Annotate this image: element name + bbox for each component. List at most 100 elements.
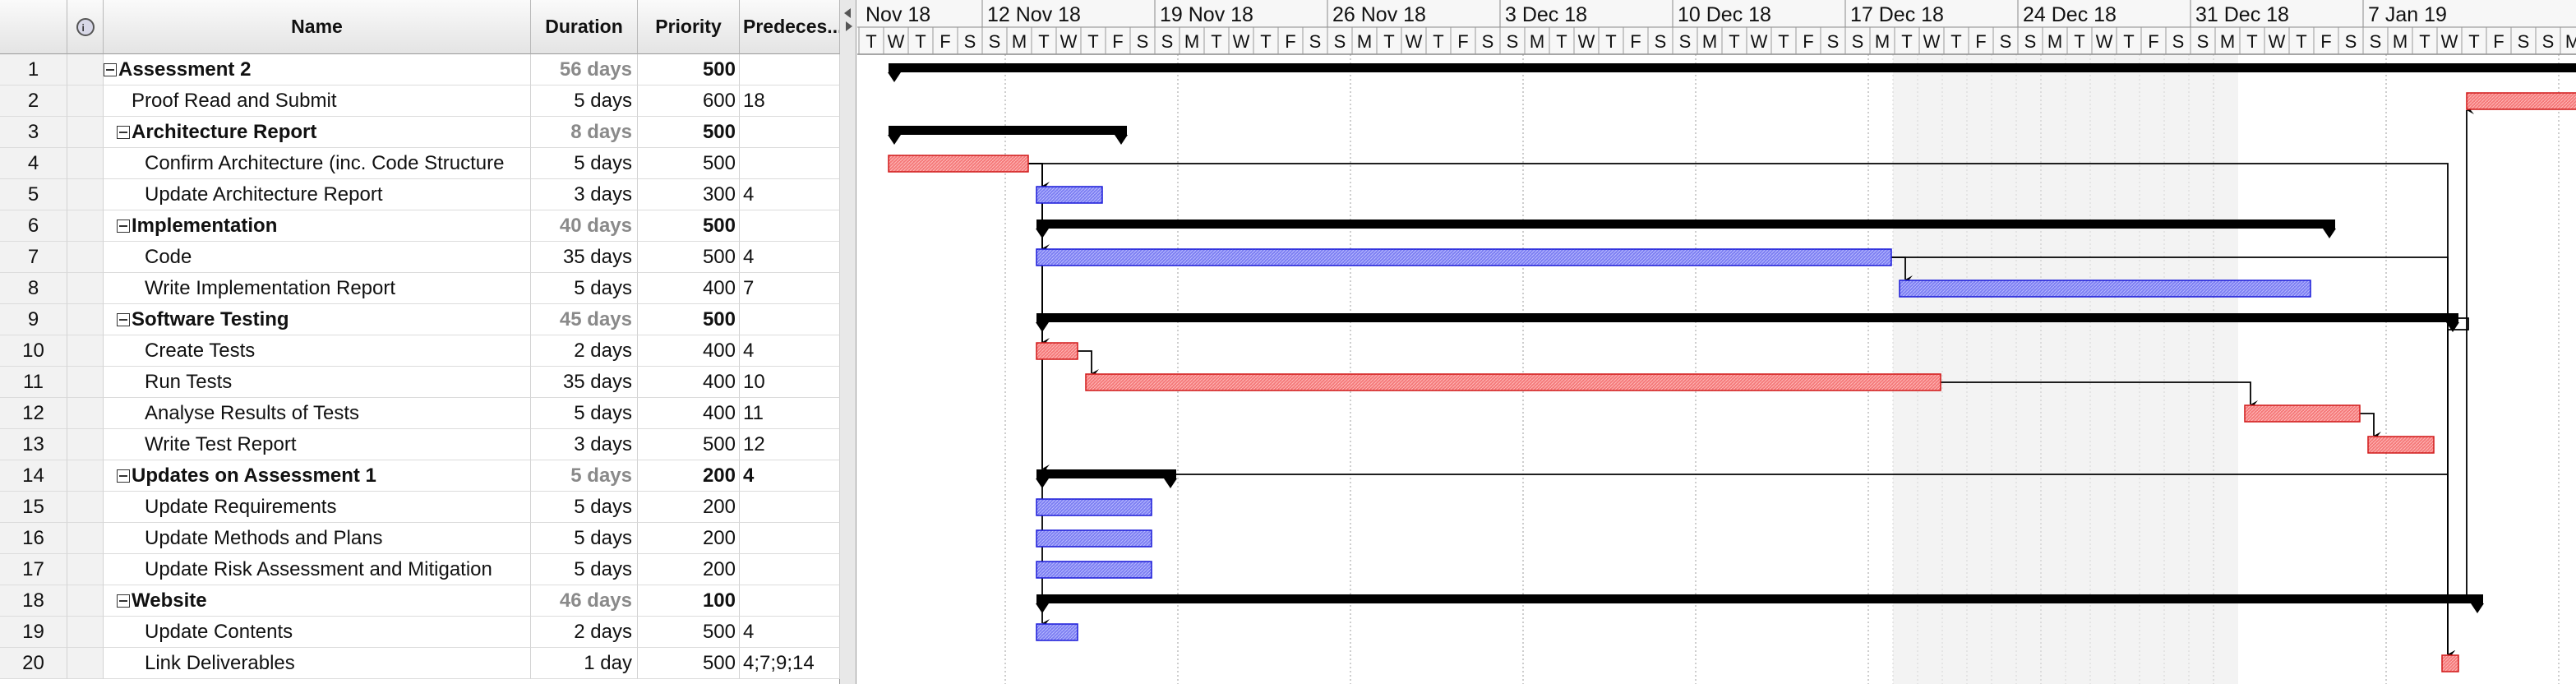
task-duration[interactable]: 35 days — [531, 367, 638, 398]
column-header-name[interactable]: Name — [104, 0, 531, 54]
task-predecessors[interactable] — [740, 585, 840, 617]
task-name-cell[interactable]: Updates on Assessment 1 — [104, 460, 531, 492]
task-priority[interactable]: 500 — [638, 304, 740, 335]
task-priority[interactable]: 500 — [638, 148, 740, 179]
dependency-link[interactable] — [1176, 474, 2455, 659]
column-header-duration[interactable]: Duration — [531, 0, 638, 54]
column-header-indicator[interactable]: i — [67, 0, 104, 54]
task-duration[interactable]: 8 days — [531, 117, 638, 148]
task-duration[interactable]: 40 days — [531, 210, 638, 242]
task-bar-critical[interactable] — [2441, 654, 2459, 672]
collapse-toggle-icon[interactable] — [117, 594, 130, 608]
table-row[interactable]: 6 Implementation 40 days 500 — [0, 210, 840, 242]
summary-bar[interactable] — [1036, 594, 2483, 603]
task-bar-critical[interactable] — [2244, 404, 2361, 423]
dependency-link[interactable] — [1028, 163, 1050, 190]
task-duration[interactable]: 5 days — [531, 492, 638, 523]
task-bar[interactable] — [1036, 623, 1078, 641]
task-priority[interactable]: 500 — [638, 648, 740, 679]
task-priority[interactable]: 200 — [638, 523, 740, 554]
task-duration[interactable]: 5 days — [531, 460, 638, 492]
task-predecessors[interactable] — [740, 523, 840, 554]
task-priority[interactable]: 400 — [638, 273, 740, 304]
task-predecessors[interactable]: 4 — [740, 617, 840, 648]
task-bar[interactable] — [1036, 248, 1892, 266]
task-priority[interactable]: 400 — [638, 335, 740, 367]
task-duration[interactable]: 5 days — [531, 148, 638, 179]
task-predecessors[interactable]: 4 — [740, 335, 840, 367]
task-predecessors[interactable]: 4;7;9;14 — [740, 648, 840, 679]
dependency-link[interactable] — [2360, 413, 2381, 440]
task-predecessors[interactable]: 12 — [740, 429, 840, 460]
task-name-cell[interactable]: Run Tests — [104, 367, 531, 398]
task-predecessors[interactable]: 11 — [740, 398, 840, 429]
summary-bar[interactable] — [889, 63, 2576, 72]
task-name-cell[interactable]: Update Methods and Plans — [104, 523, 531, 554]
task-predecessors[interactable] — [740, 148, 840, 179]
task-predecessors[interactable]: 4 — [740, 460, 840, 492]
task-duration[interactable]: 5 days — [531, 273, 638, 304]
task-name-cell[interactable]: Update Contents — [104, 617, 531, 648]
task-bar[interactable] — [1036, 529, 1152, 548]
task-name-cell[interactable]: Update Requirements — [104, 492, 531, 523]
task-duration[interactable]: 3 days — [531, 179, 638, 210]
task-predecessors[interactable] — [740, 210, 840, 242]
table-row[interactable]: 8 Write Implementation Report 5 days 400 7 — [0, 273, 840, 304]
task-bar[interactable] — [1899, 280, 2311, 298]
collapse-toggle-icon[interactable] — [104, 63, 117, 76]
task-name-cell[interactable]: Architecture Report — [104, 117, 531, 148]
task-priority[interactable]: 500 — [638, 617, 740, 648]
task-priority[interactable]: 200 — [638, 492, 740, 523]
column-header-id[interactable] — [0, 0, 67, 54]
column-header-predecessors[interactable]: Predeces... — [740, 0, 840, 54]
task-duration[interactable]: 2 days — [531, 617, 638, 648]
dependency-link[interactable] — [1078, 350, 1099, 377]
summary-bar[interactable] — [1036, 313, 2458, 322]
task-duration[interactable]: 45 days — [531, 304, 638, 335]
task-priority[interactable]: 600 — [638, 86, 740, 117]
table-row[interactable]: 15 Update Requirements 5 days 200 — [0, 492, 840, 523]
task-name-cell[interactable]: Link Deliverables — [104, 648, 531, 679]
task-priority[interactable]: 500 — [638, 117, 740, 148]
task-priority[interactable]: 500 — [638, 429, 740, 460]
table-row[interactable]: 18 Website 46 days 100 — [0, 585, 840, 617]
task-priority[interactable]: 300 — [638, 179, 740, 210]
dependency-link[interactable] — [1028, 163, 1050, 252]
task-name-cell[interactable]: Website — [104, 585, 531, 617]
task-priority[interactable]: 400 — [638, 398, 740, 429]
table-row[interactable]: 13 Write Test Report 3 days 500 12 — [0, 429, 840, 460]
table-row[interactable]: 20 Link Deliverables 1 day 500 4;7;9;14 — [0, 648, 840, 679]
task-duration[interactable]: 5 days — [531, 523, 638, 554]
table-row[interactable]: 19 Update Contents 2 days 500 4 — [0, 617, 840, 648]
task-predecessors[interactable] — [740, 304, 840, 335]
task-duration[interactable]: 5 days — [531, 398, 638, 429]
task-predecessors[interactable]: 10 — [740, 367, 840, 398]
task-duration[interactable]: 46 days — [531, 585, 638, 617]
collapse-toggle-icon[interactable] — [117, 313, 130, 326]
task-name-cell[interactable]: Software Testing — [104, 304, 531, 335]
task-bar-critical[interactable] — [888, 155, 1029, 173]
task-name-cell[interactable]: Code — [104, 242, 531, 273]
task-priority[interactable]: 100 — [638, 585, 740, 617]
task-duration[interactable]: 3 days — [531, 429, 638, 460]
task-bar[interactable] — [1036, 186, 1103, 204]
table-row[interactable]: 10 Create Tests 2 days 400 4 — [0, 335, 840, 367]
dependency-link[interactable] — [2466, 106, 2483, 600]
task-bar[interactable] — [1036, 561, 1152, 579]
task-predecessors[interactable]: 4 — [740, 179, 840, 210]
task-name-cell[interactable]: Update Risk Assessment and Mitigation — [104, 554, 531, 585]
task-priority[interactable]: 500 — [638, 210, 740, 242]
table-row[interactable]: 17 Update Risk Assessment and Mitigation 5… — [0, 554, 840, 585]
collapse-toggle-icon[interactable] — [117, 126, 130, 139]
table-row[interactable]: 16 Update Methods and Plans 5 days 200 — [0, 523, 840, 554]
task-name-cell[interactable]: Assessment 2 — [104, 54, 531, 86]
collapse-toggle-icon[interactable] — [117, 469, 130, 483]
task-duration[interactable]: 56 days — [531, 54, 638, 86]
expand-right-icon[interactable] — [846, 21, 852, 31]
task-priority[interactable]: 200 — [638, 460, 740, 492]
task-priority[interactable]: 400 — [638, 367, 740, 398]
task-bar-critical[interactable] — [1085, 373, 1941, 391]
task-name-cell[interactable]: Proof Read and Submit — [104, 86, 531, 117]
task-predecessors[interactable] — [740, 54, 840, 86]
task-duration[interactable]: 5 days — [531, 554, 638, 585]
